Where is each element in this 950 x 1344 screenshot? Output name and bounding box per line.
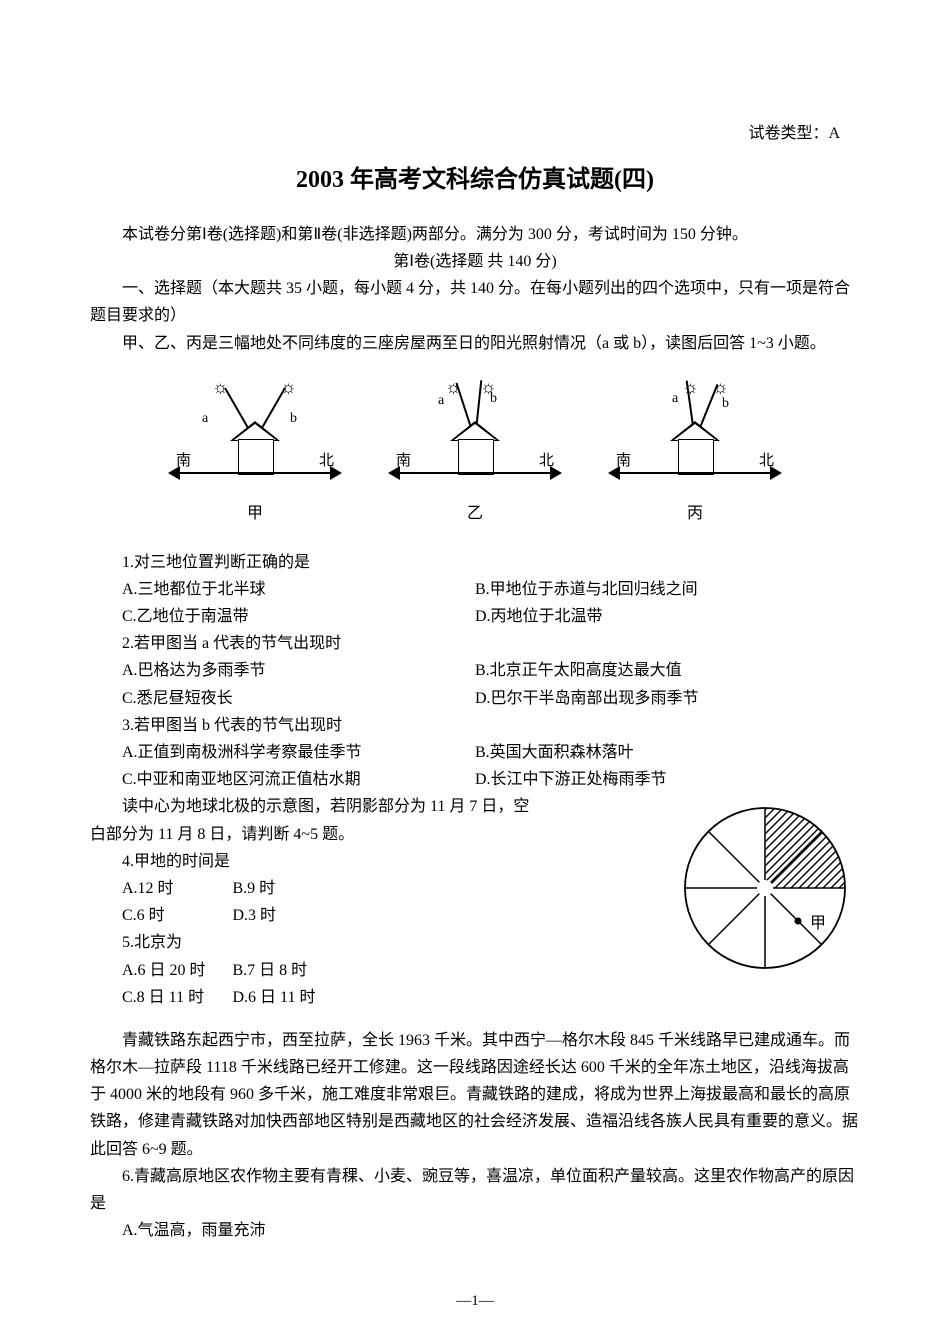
ray-label-a: a bbox=[672, 387, 678, 411]
sun-icon: ☼ bbox=[682, 372, 699, 403]
passage2-line1: 读中心为地球北极的示意图，若阴影部分为 11 月 7 日，空 bbox=[90, 793, 660, 820]
section1-instruction: 一、选择题（本大题共 35 小题，每小题 4 分，共 140 分。在每小题列出的… bbox=[90, 275, 860, 329]
sun-icon: ☼ bbox=[280, 372, 297, 403]
q5-stem: 5.北京为 bbox=[90, 929, 660, 956]
q4-opt-a: A.12 时 bbox=[90, 875, 233, 902]
passage3: 青藏铁路东起西宁市，西至拉萨，全长 1963 千米。其中西宁—格尔木段 845 … bbox=[90, 1027, 860, 1163]
ground-line bbox=[615, 472, 775, 474]
dir-north: 北 bbox=[539, 449, 554, 475]
ray-label-b: b bbox=[290, 407, 297, 431]
house-roof-inner bbox=[234, 424, 276, 440]
q3-opt-a: A.正值到南极洲科学考察最佳季节 bbox=[90, 739, 475, 766]
q3-stem: 3.若甲图当 b 代表的节气出现时 bbox=[90, 712, 860, 739]
section1-head: 第Ⅰ卷(选择题 共 140 分) bbox=[90, 248, 860, 275]
q4-opt-b: B.9 时 bbox=[233, 875, 376, 902]
house-body bbox=[678, 439, 714, 475]
ray-label-b: b bbox=[722, 392, 729, 416]
q4-stem: 4.甲地的时间是 bbox=[90, 848, 660, 875]
q1-opt-a: A.三地都位于北半球 bbox=[90, 576, 475, 603]
dir-north: 北 bbox=[759, 449, 774, 475]
q5-opt-c: C.8 日 11 时 bbox=[90, 984, 233, 1011]
house-body bbox=[238, 439, 274, 475]
ground-line bbox=[395, 472, 555, 474]
globe-diagram: 甲 bbox=[670, 793, 860, 992]
house-diagram-jia: ☼ ☼ a b 南 北 甲 bbox=[170, 377, 340, 527]
passage2-block: 读中心为地球北极的示意图，若阴影部分为 11 月 7 日，空 白部分为 11 月… bbox=[90, 793, 860, 1011]
diagram-caption: 甲 bbox=[170, 500, 340, 527]
page-title: 2003 年高考文科综合仿真试题(四) bbox=[90, 160, 860, 201]
globe-label-jia: 甲 bbox=[810, 915, 826, 932]
dir-south: 南 bbox=[616, 449, 631, 475]
q2-opt-c: C.悉尼昼短夜长 bbox=[90, 685, 475, 712]
q2-opt-d: D.巴尔干半岛南部出现多雨季节 bbox=[475, 685, 860, 712]
q1-opt-b: B.甲地位于赤道与北回归线之间 bbox=[475, 576, 860, 603]
passage2-line2: 白部分为 11 月 8 日，请判断 4~5 题。 bbox=[90, 821, 660, 848]
q5-opt-d: D.6 日 11 时 bbox=[233, 984, 376, 1011]
q1-opt-d: D.丙地位于北温带 bbox=[475, 603, 860, 630]
page-number: ―1― bbox=[0, 1289, 950, 1315]
q1-stem: 1.对三地位置判断正确的是 bbox=[90, 549, 860, 576]
q2-opt-b: B.北京正午太阳高度达最大值 bbox=[475, 657, 860, 684]
house-diagram-yi: ☼ ☼ a b 南 北 乙 bbox=[390, 377, 560, 527]
house-body bbox=[458, 439, 494, 475]
q2-stem: 2.若甲图当 a 代表的节气出现时 bbox=[90, 630, 860, 657]
diagram-caption: 乙 bbox=[390, 500, 560, 527]
passage1: 甲、乙、丙是三幅地处不同纬度的三座房屋两至日的阳光照射情况（a 或 b），读图后… bbox=[90, 330, 860, 357]
ray-label-a: a bbox=[202, 407, 208, 431]
q4-opt-d: D.3 时 bbox=[233, 902, 376, 929]
paper-type: 试卷类型：A bbox=[748, 120, 840, 147]
dir-south: 南 bbox=[396, 449, 411, 475]
q5-opt-b: B.7 日 8 时 bbox=[233, 957, 376, 984]
q1-opt-c: C.乙地位于南温带 bbox=[90, 603, 475, 630]
q3-opt-c: C.中亚和南亚地区河流正值枯水期 bbox=[90, 766, 475, 793]
diagram-caption: 丙 bbox=[610, 500, 780, 527]
page: 试卷类型：A 2003 年高考文科综合仿真试题(四) 本试卷分第Ⅰ卷(选择题)和… bbox=[0, 0, 950, 1344]
q2-opt-a: A.巴格达为多雨季节 bbox=[90, 657, 475, 684]
ray-label-a: a bbox=[438, 389, 444, 413]
intro-text: 本试卷分第Ⅰ卷(选择题)和第Ⅱ卷(非选择题)两部分。满分为 300 分，考试时间… bbox=[90, 221, 860, 248]
q6-stem: 6.青藏高原地区农作物主要有青稞、小麦、豌豆等，喜温凉，单位面积产量较高。这里农… bbox=[90, 1163, 860, 1217]
q3-opt-d: D.长江中下游正处梅雨季节 bbox=[475, 766, 860, 793]
dir-north: 北 bbox=[319, 449, 334, 475]
q6-opt-a: A.气温高，雨量充沛 bbox=[90, 1217, 860, 1244]
dir-south: 南 bbox=[176, 449, 191, 475]
q3-opt-b: B.英国大面积森林落叶 bbox=[475, 739, 860, 766]
house-diagrams: ☼ ☼ a b 南 北 甲 ☼ ☼ a b bbox=[90, 377, 860, 527]
house-diagram-bing: ☼ ☼ a b 南 北 丙 bbox=[610, 377, 780, 527]
house-roof-inner bbox=[454, 424, 496, 440]
house-roof-inner bbox=[674, 424, 716, 440]
q5-opt-a: A.6 日 20 时 bbox=[90, 957, 233, 984]
q4-opt-c: C.6 时 bbox=[90, 902, 233, 929]
ground-line bbox=[175, 472, 335, 474]
ray-label-b: b bbox=[490, 387, 497, 411]
